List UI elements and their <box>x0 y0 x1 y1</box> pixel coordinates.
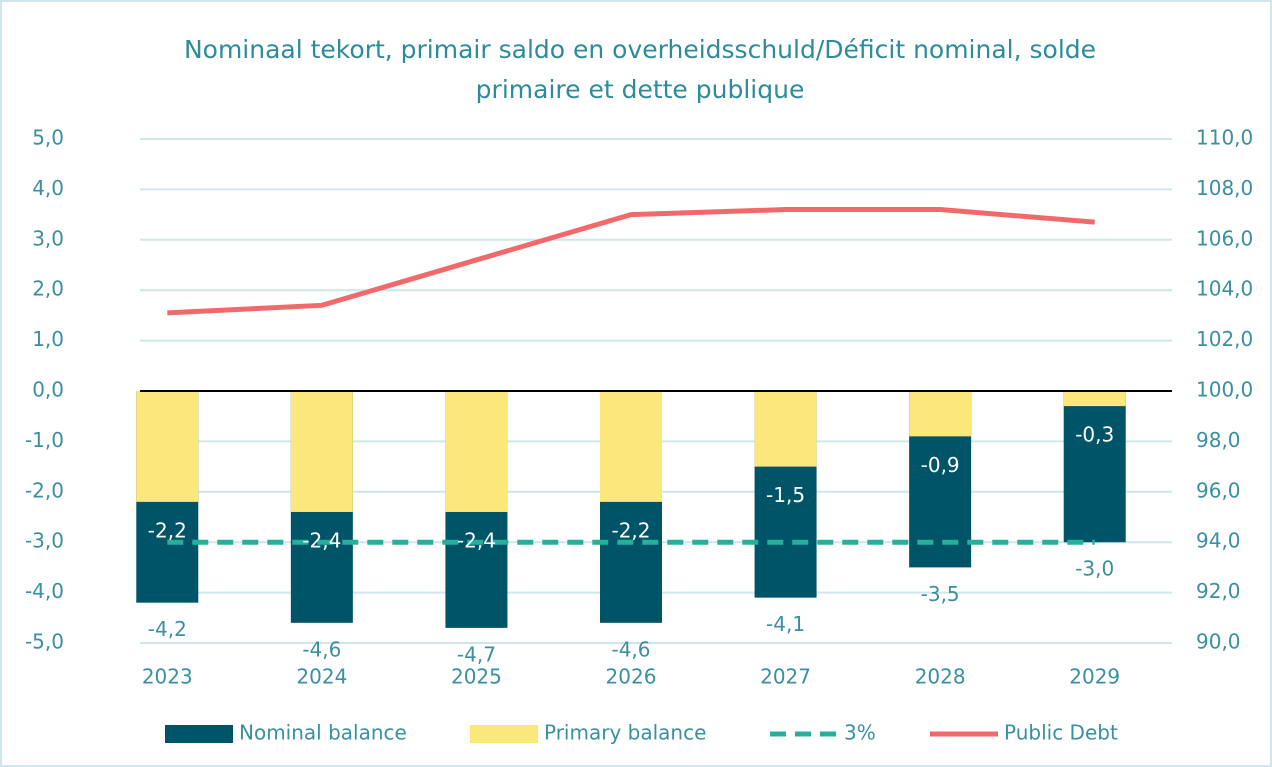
y2-tick-label: 104,0 <box>1196 277 1253 301</box>
x-tick-label: 2029 <box>1069 665 1120 689</box>
y2-tick-label: 90,0 <box>1196 630 1241 654</box>
bar <box>445 391 508 512</box>
bar <box>909 391 972 437</box>
value-label: -4,2 <box>148 617 187 641</box>
value-label: -2,2 <box>148 518 187 542</box>
legend-swatch <box>470 725 538 743</box>
bar <box>1063 391 1126 407</box>
y-tick-label: 4,0 <box>32 176 64 200</box>
legend-label: Nominal balance <box>239 721 407 745</box>
value-label: -4,6 <box>611 637 650 661</box>
y2-tick-label: 92,0 <box>1196 579 1241 603</box>
value-label: -2,4 <box>457 528 496 552</box>
y-tick-label: -4,0 <box>25 579 64 603</box>
legend-label: Public Debt <box>1004 721 1118 745</box>
y-tick-label: -1,0 <box>25 428 64 452</box>
y2-tick-label: 98,0 <box>1196 428 1241 452</box>
x-tick-label: 2025 <box>451 665 502 689</box>
bar <box>600 391 662 502</box>
y-tick-label: -2,0 <box>25 478 64 502</box>
y-tick-label: 0,0 <box>32 378 64 402</box>
legend-label: Primary balance <box>544 721 706 745</box>
legend-swatch <box>165 725 233 743</box>
bar <box>136 391 199 502</box>
y2-tick-label: 94,0 <box>1196 529 1241 553</box>
value-label: -4,7 <box>457 642 496 666</box>
y-tick-label: 3,0 <box>32 226 64 250</box>
legend-label: 3% <box>844 721 876 745</box>
y-tick-label: 2,0 <box>32 277 64 301</box>
value-label: -2,2 <box>611 518 650 542</box>
bar <box>1063 391 1126 543</box>
y2-tick-label: 110,0 <box>1196 126 1253 150</box>
x-tick-label: 2023 <box>142 665 193 689</box>
value-label: -4,6 <box>302 637 341 661</box>
y2-tick-label: 100,0 <box>1196 378 1253 402</box>
x-tick-label: 2028 <box>915 665 966 689</box>
debt-line <box>167 207 1095 316</box>
y-tick-label: -3,0 <box>25 529 64 553</box>
bar <box>754 391 817 467</box>
value-label: -3,0 <box>1075 557 1114 581</box>
x-tick-label: 2027 <box>760 665 811 689</box>
chart-title: Nominaal tekort, primair saldo en overhe… <box>183 35 1097 104</box>
value-label: -4,1 <box>766 612 805 636</box>
x-tick-label: 2024 <box>296 665 347 689</box>
y-tick-label: 5,0 <box>32 126 64 150</box>
y2-tick-label: 106,0 <box>1196 226 1253 250</box>
y2-tick-label: 108,0 <box>1196 176 1253 200</box>
value-label: -1,5 <box>766 483 805 507</box>
y2-tick-label: 102,0 <box>1196 327 1253 351</box>
value-label: -0,3 <box>1075 423 1114 447</box>
y2-tick-label: 96,0 <box>1196 478 1241 502</box>
value-label: -3,5 <box>921 582 960 606</box>
y-tick-label: -5,0 <box>25 630 64 654</box>
y-tick-label: 1,0 <box>32 327 64 351</box>
x-tick-label: 2026 <box>606 665 657 689</box>
bar <box>290 391 353 512</box>
value-label: -0,9 <box>921 453 960 477</box>
value-label: -2,4 <box>302 528 341 552</box>
